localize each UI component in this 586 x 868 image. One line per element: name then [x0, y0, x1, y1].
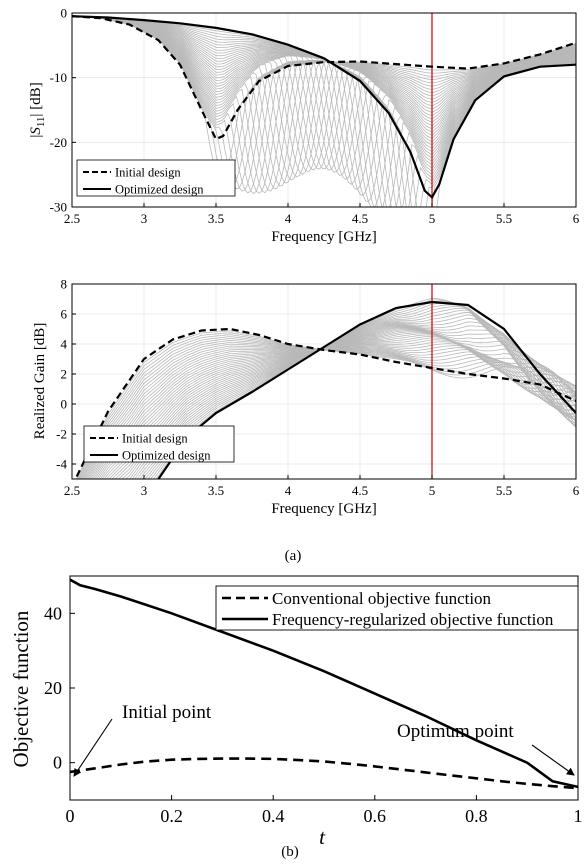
- s11-y-axis-label: |S11| [dB]: [28, 82, 47, 137]
- plot-frame: [71, 12, 577, 208]
- ylabel-part-main: S: [28, 127, 44, 135]
- x-tick-label: 0: [66, 806, 75, 826]
- x-tick-label: 1: [574, 806, 583, 826]
- ylabel-part-sub: 11: [35, 117, 47, 128]
- annotation-optimum-point: Optimum point: [397, 721, 514, 742]
- x-tick-label: 0.4: [262, 806, 285, 826]
- ylabel-part-post: | [dB]: [28, 82, 44, 116]
- legend-box: [215, 585, 579, 631]
- caption-b: (b): [281, 844, 299, 860]
- x-tick-label: 4.5: [352, 483, 368, 498]
- y-tick-label: 0: [61, 397, 68, 412]
- x-tick-label: 0.8: [465, 806, 488, 826]
- x-tick-label: 4: [285, 483, 292, 498]
- series-initial-design: [74, 327, 576, 479]
- legend-entry: Initial design: [122, 432, 188, 446]
- bundle-curve: [72, 15, 576, 181]
- y-tick-label: -10: [50, 70, 67, 85]
- series-frequency-regularized: [70, 578, 578, 789]
- x-tick-label: 5: [429, 211, 436, 226]
- x-tick-label: 2.5: [64, 483, 80, 498]
- legend-entry: Initial design: [115, 166, 181, 180]
- x-tick-label: 3: [141, 211, 148, 226]
- y-tick-label: 8: [61, 277, 68, 292]
- x-tick-label: 5.5: [496, 483, 512, 498]
- bundle-curve: [72, 15, 576, 171]
- s11-chart: 2.5 3 3.5 4 4.5 5 5.5 6 0 -10 -20 -30 Frequency [GHz…: [28, 6, 580, 246]
- x-tick-label: 3: [141, 483, 148, 498]
- series-optimized-design: [72, 15, 576, 200]
- y-tick-label: 0: [53, 753, 62, 773]
- y-tick-label: 4: [61, 337, 68, 352]
- x-tick-label: 4.5: [352, 211, 368, 226]
- series-conventional: [70, 757, 578, 790]
- y-tick-label: 0: [61, 6, 68, 21]
- plot-area: [72, 13, 576, 207]
- legend-entry: Optimized design: [122, 449, 211, 463]
- legend-entry: Frequency-regularized objective function: [272, 610, 554, 629]
- x-tick-label: 5: [429, 483, 436, 498]
- objective-x-axis-label: t: [319, 825, 326, 849]
- objective-chart: 0 0.2 0.4 0.6 0.8 1 0 20 40 Objective function t Co…: [9, 575, 583, 849]
- gain-chart: 2.5 3 3.5 4 4.5 5 5.5 6 8 6 4 2 0 -2 -4 Frequency [GHz]…: [32, 277, 580, 518]
- x-axis-label: Frequency [GHz]: [271, 501, 376, 517]
- objective-y-axis-label: Objective function: [9, 610, 33, 767]
- y-tick-label: -4: [56, 457, 67, 472]
- y-tick-label: -30: [50, 200, 67, 215]
- x-tick-label: 6: [573, 211, 580, 226]
- x-tick-label: 4: [285, 211, 292, 226]
- x-tick-label: 3.5: [208, 211, 224, 226]
- bundle-curve: [72, 15, 576, 177]
- y-tick-label: -2: [56, 427, 67, 442]
- annotation-arrow-optimum: [531, 744, 575, 776]
- x-axis-label: Frequency [GHz]: [271, 229, 376, 245]
- y-tick-label: 20: [44, 678, 62, 698]
- x-tick-label: 2.5: [64, 211, 80, 226]
- y-tick-label: -20: [50, 135, 67, 150]
- x-tick-label: 5.5: [496, 211, 512, 226]
- plot-area: [70, 578, 578, 790]
- plot-frame: [71, 283, 577, 480]
- y-tick-label: 6: [61, 307, 68, 322]
- bundle-curve: [72, 15, 576, 170]
- ylabel-part-pre: |: [28, 135, 44, 138]
- x-tick-label: 3.5: [208, 483, 224, 498]
- series-optimized-design: [157, 300, 576, 479]
- legend-entry: Conventional objective function: [272, 589, 492, 608]
- plot-area: [74, 284, 576, 479]
- y-tick-label: 40: [44, 603, 62, 623]
- caption-a: (a): [285, 548, 302, 564]
- annotation-arrow-initial: [73, 718, 113, 777]
- x-tick-label: 6: [573, 483, 580, 498]
- annotation-initial-point: Initial point: [122, 702, 212, 723]
- x-tick-label: 0.6: [364, 806, 387, 826]
- legend-entry: Optimized design: [115, 183, 204, 197]
- series-initial-design: [72, 15, 576, 141]
- gain-y-axis-label: Realized Gain [dB]: [32, 323, 48, 440]
- y-tick-label: 2: [61, 367, 68, 382]
- x-tick-label: 0.2: [160, 806, 183, 826]
